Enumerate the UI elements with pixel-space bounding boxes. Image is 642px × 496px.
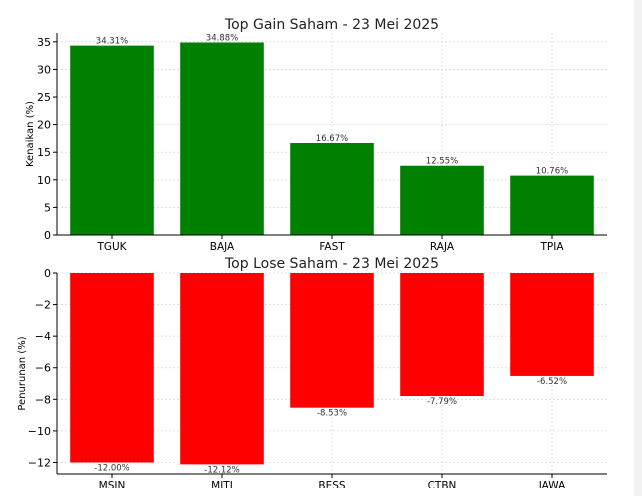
y-tick-label-0-4: 20 [37, 119, 51, 132]
x-tick-label-fast: FAST [319, 241, 345, 253]
y-tick-label-0-6: 30 [37, 63, 51, 76]
x-tick-label-bess: BESS [318, 480, 346, 488]
chart-canvas: 34.31% 34.88% 16.67% 12.55% 10.76% 0 5 10 15 20 25… [17, 17, 607, 492]
bar-fast [290, 142, 374, 235]
x-tick-label-tguk: TGUK [96, 241, 127, 253]
chart-title-0: Top Gain Saham - 23 Mei 2025 [224, 17, 439, 33]
y-tick-label-1-4: −8 [35, 393, 51, 406]
y-tick-label-0-7: 35 [37, 36, 51, 49]
x-tick-label-miti: MITI [211, 480, 233, 488]
y-tick-label-1-5: −10 [28, 425, 51, 438]
bar-baja [180, 42, 264, 236]
y-tick-label-1-3: −6 [35, 362, 51, 375]
y-tick-label-1-6: −12 [28, 456, 51, 469]
y-tick-label-0-1: 5 [44, 201, 51, 214]
value-label-raja: 12.55% [426, 157, 458, 167]
y-tick-label-0-2: 10 [37, 174, 51, 187]
value-label-fast: 16.67% [316, 134, 348, 144]
value-label-tpia: 10.76% [536, 167, 568, 177]
value-label-tguk: 34.31% [96, 37, 128, 47]
bar-jawa [510, 273, 594, 376]
bar-tpia [510, 175, 594, 235]
chart-title-1: Top Lose Saham - 23 Mei 2025 [224, 256, 439, 272]
window-edge [634, 0, 642, 496]
x-tick-label-msin: MSIN [99, 480, 126, 488]
value-label-msin: -12.00% [94, 463, 129, 473]
y-tick-label-1-1: −2 [35, 299, 51, 312]
y-tick-label-0-3: 15 [37, 146, 51, 159]
y-axis-label-1: Penurunan (%) [17, 336, 28, 410]
bar-tguk [70, 45, 154, 236]
x-tick-label-raja: RAJA [430, 241, 455, 253]
bar-bess [290, 273, 374, 408]
x-tick-label-jawa: JAWA [538, 480, 566, 488]
value-label-miti: -12.12% [204, 465, 239, 475]
x-tick-label-tpia: TPIA [539, 241, 564, 253]
bar-raja [400, 165, 484, 235]
y-tick-label-0-0: 0 [44, 229, 51, 242]
y-tick-label-1-0: 0 [44, 267, 51, 280]
x-tick-label-ctbn: CTBN [428, 480, 457, 488]
y-tick-label-0-5: 25 [37, 91, 51, 104]
bar-miti [180, 273, 264, 465]
bar-ctbn [400, 273, 484, 396]
x-tick-label-baja: BAJA [210, 241, 235, 253]
value-label-bess: -8.53% [317, 409, 347, 419]
y-axis-label-0: Kenaikan (%) [25, 101, 36, 167]
value-label-ctbn: -7.79% [427, 397, 457, 407]
bar-msin [70, 273, 154, 463]
y-tick-label-1-2: −4 [35, 330, 51, 343]
value-label-baja: 34.88% [206, 33, 238, 43]
value-label-jawa: -6.52% [537, 377, 567, 387]
